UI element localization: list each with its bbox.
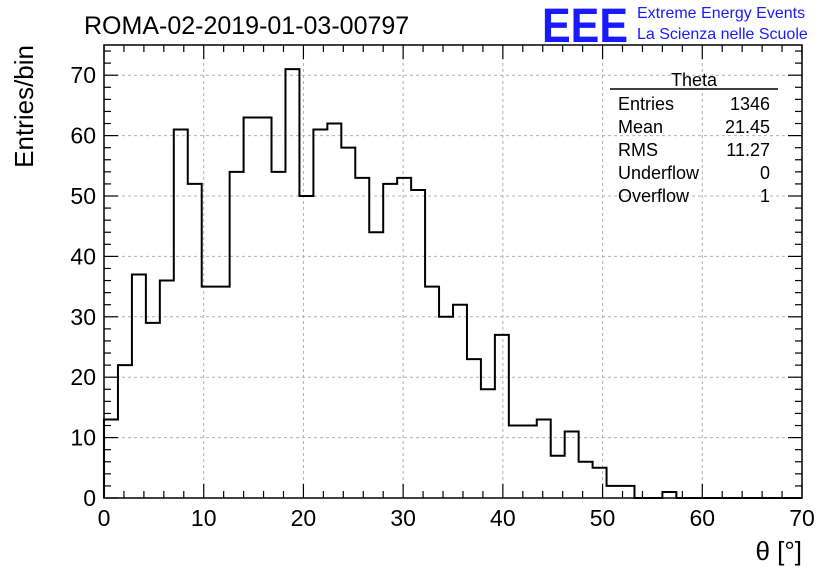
y-tick-label: 20 [70, 364, 96, 390]
y-tick-label: 40 [70, 243, 96, 269]
histogram-bin [425, 287, 439, 498]
histogram-bin [118, 365, 132, 498]
histogram-bin [341, 148, 355, 498]
histogram-bin [397, 178, 411, 498]
histogram-bin [132, 275, 146, 498]
histogram-bin [146, 323, 160, 498]
histogram-bin [383, 184, 397, 498]
x-tick-label: 60 [689, 505, 715, 531]
histogram-bin [313, 130, 327, 498]
histogram-bin [327, 124, 341, 498]
x-axis-title: θ [°] [755, 536, 802, 566]
stats-row-underflow: Underflow 0 [618, 163, 770, 183]
histogram-bin [216, 287, 230, 498]
stats-title: Theta [671, 70, 718, 90]
stats-row-rms: RMS 11.27 [618, 140, 770, 160]
stats-row-mean: Mean 21.45 [618, 117, 770, 137]
stats-value: 0 [760, 163, 770, 183]
histogram-bin [565, 432, 579, 498]
x-tick-label: 20 [291, 505, 317, 531]
histogram-bin [467, 359, 481, 498]
plot-frame [103, 44, 803, 499]
grid-lines [104, 45, 802, 498]
stats-value: 21.45 [725, 117, 770, 137]
histogram-bin [607, 486, 621, 498]
histogram-bin [579, 462, 593, 498]
chart-title: ROMA-02-2019-01-03-00797 [84, 12, 409, 40]
stats-value: 1 [760, 186, 770, 206]
x-tick-label: 30 [390, 505, 416, 531]
stats-row-entries: Entries 1346 [618, 94, 770, 114]
histogram-outline [103, 68, 802, 499]
histogram-bin [285, 69, 299, 498]
histogram-bin [272, 172, 286, 498]
y-tick-label: 70 [70, 62, 96, 88]
histogram-bin [369, 232, 383, 498]
histogram-bin [411, 190, 425, 498]
stats-label: RMS [618, 140, 658, 160]
y-tick-label: 60 [70, 123, 96, 149]
y-tick-label: 50 [70, 183, 96, 209]
histogram-bin [495, 335, 509, 498]
histogram-series [103, 68, 802, 499]
eee-logo: EEE Extreme Energy Events La Scienza nel… [542, 0, 808, 53]
x-tick-label: 40 [490, 505, 516, 531]
histogram-bin [523, 426, 537, 498]
y-tick-label: 0 [83, 485, 96, 511]
histogram-bin [230, 172, 244, 498]
stats-label: Entries [618, 94, 674, 114]
stats-label: Mean [618, 117, 663, 137]
histogram-bin [509, 426, 523, 498]
logo-line-2: La Scienza nelle Scuole [637, 26, 808, 43]
histogram-bin [244, 117, 258, 498]
histogram-bin [174, 130, 188, 498]
x-tick-label: 0 [98, 505, 111, 531]
histogram-bin [439, 317, 453, 498]
stats-box: Theta Entries 1346 Mean 21.45 RMS 11.27 … [610, 70, 778, 206]
histogram-bin [537, 419, 551, 498]
y-axis-title: Entries/bin [9, 45, 39, 168]
logo-line-1: Extreme Energy Events [637, 5, 805, 22]
x-tick-label: 70 [789, 505, 815, 531]
histogram-bin [453, 305, 467, 498]
axis-ticks [103, 45, 803, 499]
histogram-bin [481, 389, 495, 498]
eee-logo-mark: EEE [542, 0, 628, 53]
stats-label: Overflow [618, 186, 690, 206]
histogram-bin [258, 117, 272, 498]
y-tick-labels: 0 10 20 30 40 50 60 70 [70, 62, 96, 511]
histogram-bin [299, 196, 313, 498]
x-tick-labels: 0 10 20 30 40 50 60 70 [98, 505, 815, 531]
stats-value: 11.27 [726, 140, 770, 160]
histogram-bin [188, 184, 202, 498]
x-tick-label: 50 [590, 505, 616, 531]
stats-label: Underflow [618, 163, 700, 183]
x-tick-label: 10 [191, 505, 217, 531]
stats-row-overflow: Overflow 1 [618, 186, 770, 206]
y-tick-label: 30 [70, 304, 96, 330]
histogram-bin [160, 281, 174, 498]
y-tick-label: 10 [70, 425, 96, 451]
histogram-bin [355, 178, 369, 498]
histogram-bin [593, 468, 607, 498]
stats-value: 1346 [730, 94, 770, 114]
